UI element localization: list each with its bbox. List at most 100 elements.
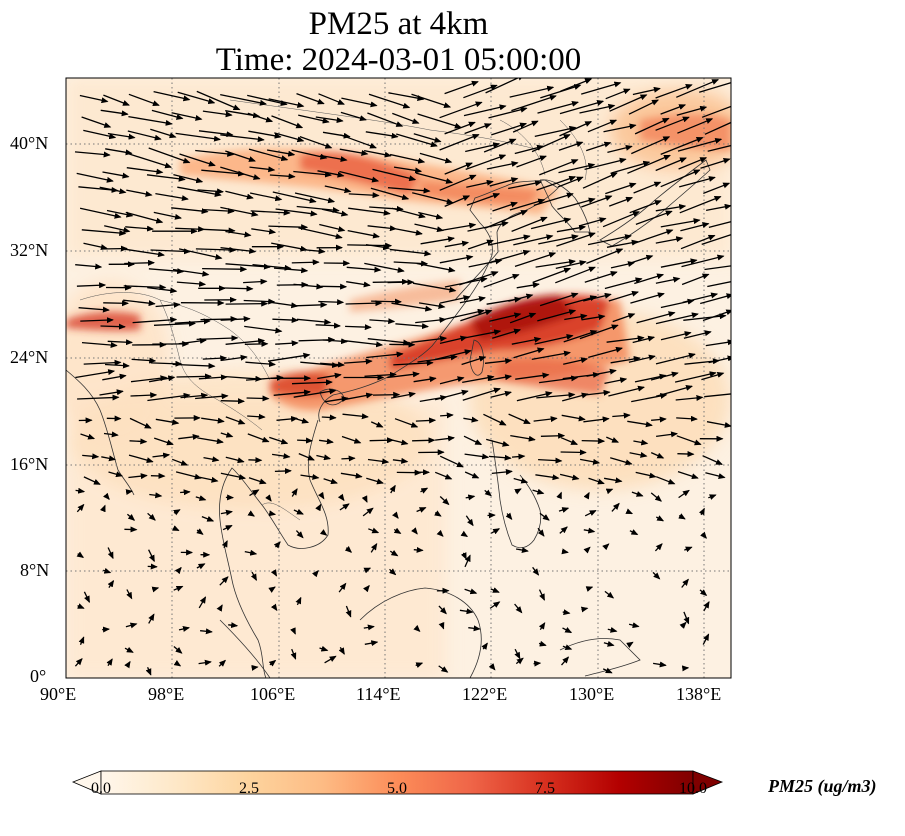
wind-vector-arrow <box>201 515 215 522</box>
wind-vector-arrow <box>459 271 499 286</box>
wind-vector-arrow <box>679 621 687 629</box>
wind-vector-arrow <box>605 488 614 495</box>
wind-vector-arrow <box>316 454 331 461</box>
wind-vector-arrow <box>488 106 528 119</box>
colorbar-tick-label: 5.0 <box>387 780 407 797</box>
wind-vector-arrow <box>106 209 134 218</box>
wind-vector-arrow <box>611 160 651 174</box>
wind-vector-arrow <box>202 355 228 362</box>
wind-vector-arrow <box>153 211 182 220</box>
wind-vector-arrow <box>150 128 177 139</box>
wind-vector-arrow <box>268 510 277 517</box>
wind-vector-arrow <box>295 530 304 539</box>
wind-vector-arrow <box>704 393 731 398</box>
wind-vector-arrow <box>467 239 494 250</box>
wind-vector-arrow <box>514 488 522 495</box>
wind-vector-arrow <box>196 90 241 111</box>
wind-vector-arrow <box>251 228 277 235</box>
wind-vector-arrow <box>150 248 191 255</box>
wind-vector-arrow <box>196 563 206 570</box>
wind-vector-arrow <box>651 416 667 423</box>
wind-vector-arrow <box>607 626 618 633</box>
wind-vector-arrow <box>299 135 333 149</box>
wind-vector-arrow <box>276 415 298 422</box>
wind-vector-arrow <box>606 335 645 343</box>
wind-vector-arrow <box>464 123 492 135</box>
wind-vector-arrow <box>345 300 383 307</box>
wind-vector-arrow <box>128 454 154 463</box>
wind-vector-arrow <box>679 195 722 214</box>
wind-vector-arrow <box>444 80 479 95</box>
wind-vector-arrow <box>533 192 574 207</box>
wind-vector-arrow <box>538 589 545 601</box>
wind-vector-arrow <box>323 478 338 485</box>
wind-vector-arrow <box>340 472 363 479</box>
wind-vector-arrow <box>584 389 611 396</box>
wind-vector-arrow <box>412 192 454 205</box>
wind-vector-arrow <box>558 141 584 151</box>
wind-vector-arrow <box>243 298 276 305</box>
wind-vector-arrow <box>655 476 676 485</box>
wind-vector-arrow <box>364 371 397 378</box>
wind-vector-arrow <box>635 210 673 226</box>
wind-vector-arrow <box>413 133 442 143</box>
colorbar-tick-label: 2.5 <box>239 780 259 797</box>
wind-vector-arrow <box>348 207 391 216</box>
wind-vector-arrow <box>295 417 310 424</box>
wind-vector-arrow <box>678 157 708 170</box>
wind-vector-arrow <box>561 548 569 555</box>
wind-vector-arrow <box>368 527 380 534</box>
wind-vector-arrow <box>415 417 437 424</box>
wind-vector-arrow <box>342 413 369 420</box>
wind-vector-arrow <box>556 491 562 500</box>
wind-vector-arrow <box>653 661 667 668</box>
wind-vector-arrow <box>390 391 416 399</box>
wind-vector-arrow <box>631 229 674 245</box>
wind-vector-arrow <box>556 232 596 247</box>
wind-vector-arrow <box>628 622 640 629</box>
wind-vector-arrow <box>491 122 528 136</box>
wind-vector-arrow <box>275 340 299 347</box>
wind-vector-arrow <box>344 358 373 365</box>
wind-vector-arrow <box>199 227 236 234</box>
wind-vector-arrow <box>228 622 239 629</box>
wind-vector-arrow <box>463 416 479 423</box>
wind-vector-arrow <box>179 153 216 167</box>
wind-vector-arrow <box>562 609 571 616</box>
wind-vector-arrow <box>131 357 157 364</box>
wind-vector-arrow <box>703 601 710 612</box>
wind-vector-arrow <box>534 333 574 345</box>
wind-vector-arrow <box>197 188 224 195</box>
wind-vector-arrow <box>655 312 699 325</box>
wind-vector-arrow <box>509 312 537 324</box>
wind-vector-arrow <box>588 346 623 359</box>
wind-vector-arrow <box>537 527 545 537</box>
wind-vector-arrow <box>220 93 267 106</box>
wind-vector-arrow <box>387 371 420 379</box>
wind-vector-arrow <box>244 549 258 556</box>
wind-vector-arrow <box>676 435 702 446</box>
wind-vector-arrow <box>439 222 477 232</box>
wind-vector-arrow <box>102 373 127 381</box>
wind-vector-arrow <box>148 147 191 164</box>
wind-vector-arrow <box>511 453 526 460</box>
wind-vector-arrow <box>413 546 424 553</box>
wind-vector-arrow <box>490 587 500 593</box>
wind-vector-arrow <box>707 280 731 288</box>
wind-vector-arrow <box>147 512 156 521</box>
wind-vector-arrow <box>655 204 687 212</box>
wind-vector-arrow <box>273 267 309 274</box>
wind-vector-arrow <box>463 435 483 446</box>
wind-vector-arrow <box>268 586 276 593</box>
wind-vector-arrow <box>171 525 180 532</box>
wind-vector-arrow <box>610 457 633 466</box>
wind-vector-arrow <box>559 526 568 534</box>
wind-vector-arrow <box>490 528 501 535</box>
wind-vector-arrow <box>536 392 576 399</box>
wind-vector-arrow <box>602 667 613 674</box>
wind-vector-arrow <box>225 230 252 238</box>
wind-vector-arrow <box>464 554 471 568</box>
wind-vector-arrow <box>372 391 401 398</box>
wind-vector-arrow <box>515 372 550 380</box>
wind-vector-arrow <box>273 541 281 549</box>
